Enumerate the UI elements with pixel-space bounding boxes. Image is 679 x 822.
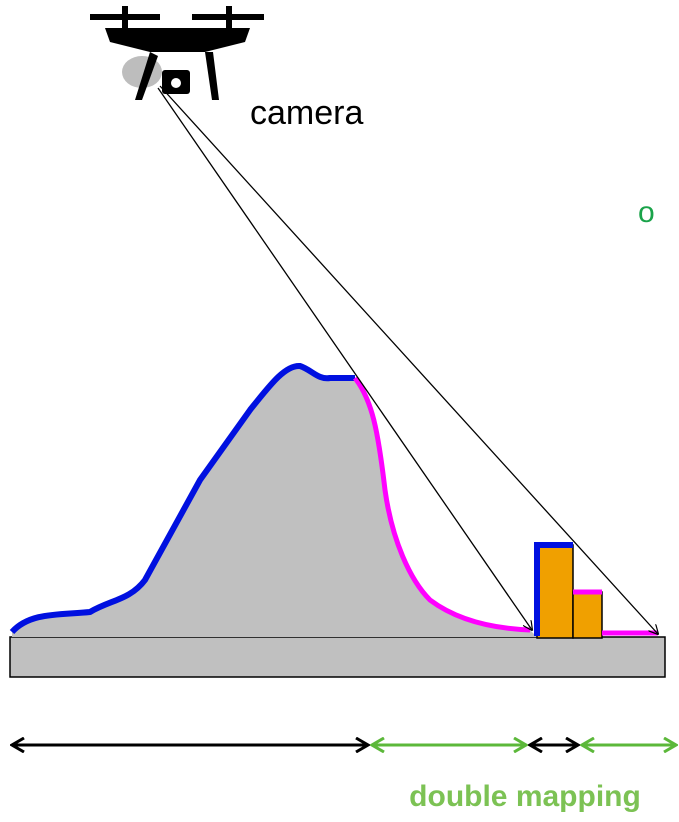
drone-icon <box>90 6 264 100</box>
mountain <box>12 366 537 637</box>
ground <box>10 637 665 677</box>
camera-label: camera <box>250 94 363 132</box>
building-short <box>573 592 602 638</box>
side-label: o <box>638 196 655 229</box>
double-mapping-label: double mapping <box>409 780 641 813</box>
building-tall <box>537 545 573 638</box>
diagram: camera o double mapping <box>0 0 679 822</box>
